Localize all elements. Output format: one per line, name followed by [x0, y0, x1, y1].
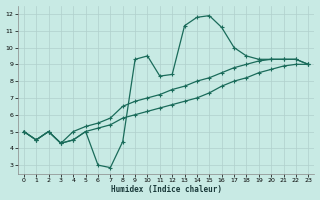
X-axis label: Humidex (Indice chaleur): Humidex (Indice chaleur) — [110, 185, 221, 194]
